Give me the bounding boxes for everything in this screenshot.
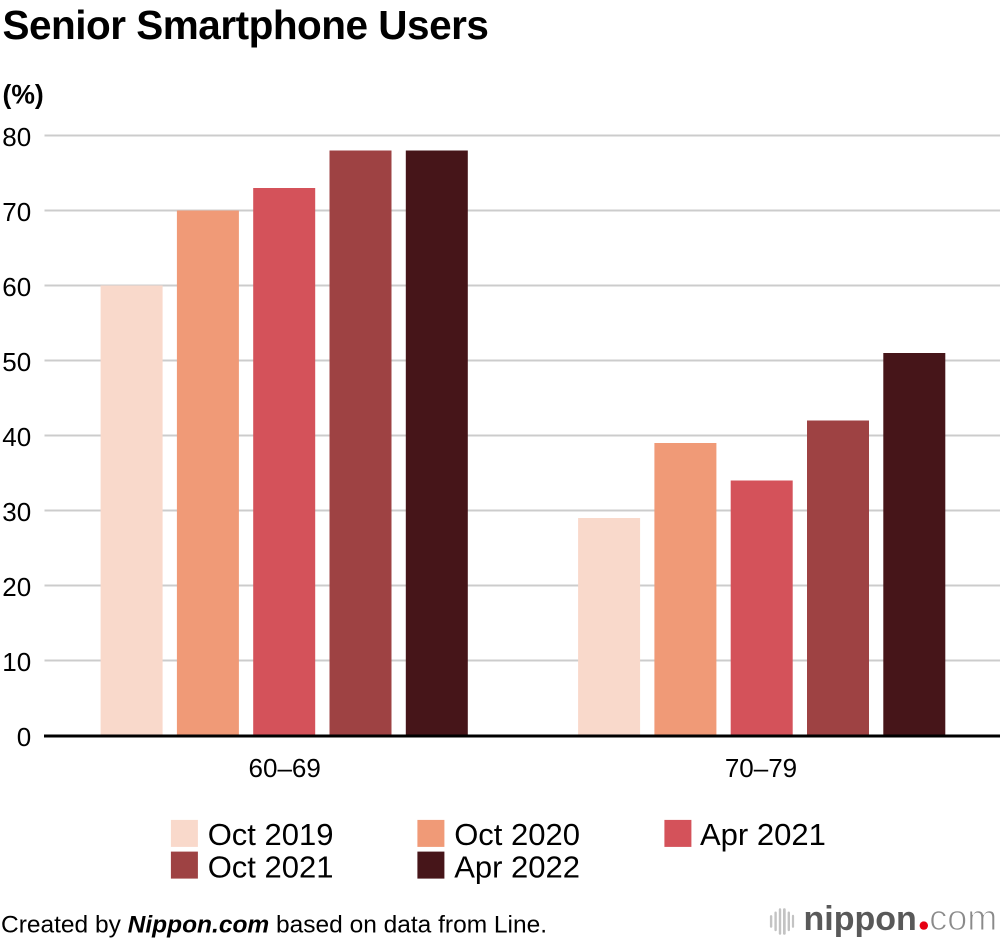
svg-text:60–69: 60–69 bbox=[249, 753, 321, 783]
svg-text:20: 20 bbox=[2, 572, 31, 602]
svg-text:0: 0 bbox=[17, 722, 31, 752]
svg-text:Apr 2021: Apr 2021 bbox=[700, 817, 826, 852]
svg-text:Oct 2020: Oct 2020 bbox=[454, 817, 580, 852]
svg-text:70: 70 bbox=[2, 197, 31, 227]
svg-text:30: 30 bbox=[2, 497, 31, 527]
svg-text:60: 60 bbox=[2, 272, 31, 302]
svg-text:Oct 2019: Oct 2019 bbox=[208, 817, 334, 852]
svg-text:(%): (%) bbox=[3, 79, 44, 109]
svg-text:com: com bbox=[929, 897, 997, 938]
svg-text:Senior Smartphone Users: Senior Smartphone Users bbox=[3, 2, 489, 48]
svg-text:40: 40 bbox=[2, 422, 31, 452]
svg-text:80: 80 bbox=[2, 122, 31, 152]
svg-text:Oct 2021: Oct 2021 bbox=[208, 850, 334, 885]
svg-text:50: 50 bbox=[2, 347, 31, 377]
svg-text:nippon: nippon bbox=[804, 900, 917, 938]
svg-text:Apr 2022: Apr 2022 bbox=[454, 850, 580, 885]
svg-text:10: 10 bbox=[2, 647, 31, 677]
svg-text:Created by Nippon.com based on: Created by Nippon.com based on data from… bbox=[1, 911, 547, 938]
svg-text:70–79: 70–79 bbox=[725, 753, 797, 783]
